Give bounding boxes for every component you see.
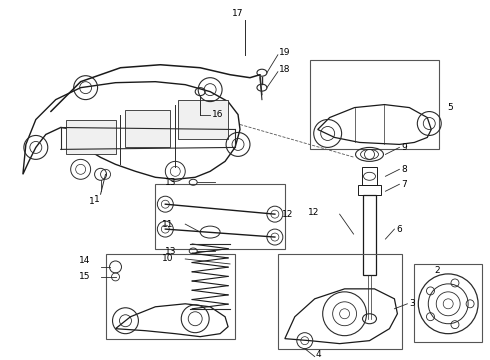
Text: 13: 13 bbox=[165, 247, 177, 256]
Text: 19: 19 bbox=[279, 48, 291, 57]
Text: 1: 1 bbox=[89, 197, 95, 206]
Text: 18: 18 bbox=[279, 65, 291, 74]
Text: 12: 12 bbox=[282, 210, 293, 219]
Text: 14: 14 bbox=[79, 256, 90, 265]
Text: 3: 3 bbox=[409, 299, 415, 308]
Bar bbox=[278, 254, 402, 348]
Bar bbox=[310, 60, 439, 149]
Text: 11: 11 bbox=[162, 220, 174, 229]
Text: 12: 12 bbox=[308, 208, 319, 217]
Text: 15: 15 bbox=[79, 273, 90, 282]
Text: 7: 7 bbox=[401, 180, 407, 189]
Bar bbox=[415, 264, 482, 342]
Bar bbox=[66, 120, 116, 154]
Bar bbox=[125, 109, 171, 147]
Text: 5: 5 bbox=[447, 103, 453, 112]
Text: 16: 16 bbox=[212, 110, 223, 119]
Text: 2: 2 bbox=[434, 266, 440, 275]
Text: 17: 17 bbox=[232, 9, 244, 18]
Text: 9: 9 bbox=[401, 143, 407, 152]
Bar bbox=[178, 100, 228, 139]
Text: 13: 13 bbox=[165, 178, 177, 187]
Text: 1: 1 bbox=[94, 195, 99, 204]
Text: 4: 4 bbox=[316, 350, 321, 359]
Bar bbox=[358, 185, 381, 195]
Bar bbox=[363, 195, 376, 275]
Text: 10: 10 bbox=[162, 255, 174, 264]
Bar bbox=[155, 184, 285, 249]
Text: 6: 6 bbox=[396, 225, 402, 234]
Bar bbox=[105, 254, 235, 339]
Text: 8: 8 bbox=[401, 165, 407, 174]
Bar bbox=[362, 167, 377, 185]
